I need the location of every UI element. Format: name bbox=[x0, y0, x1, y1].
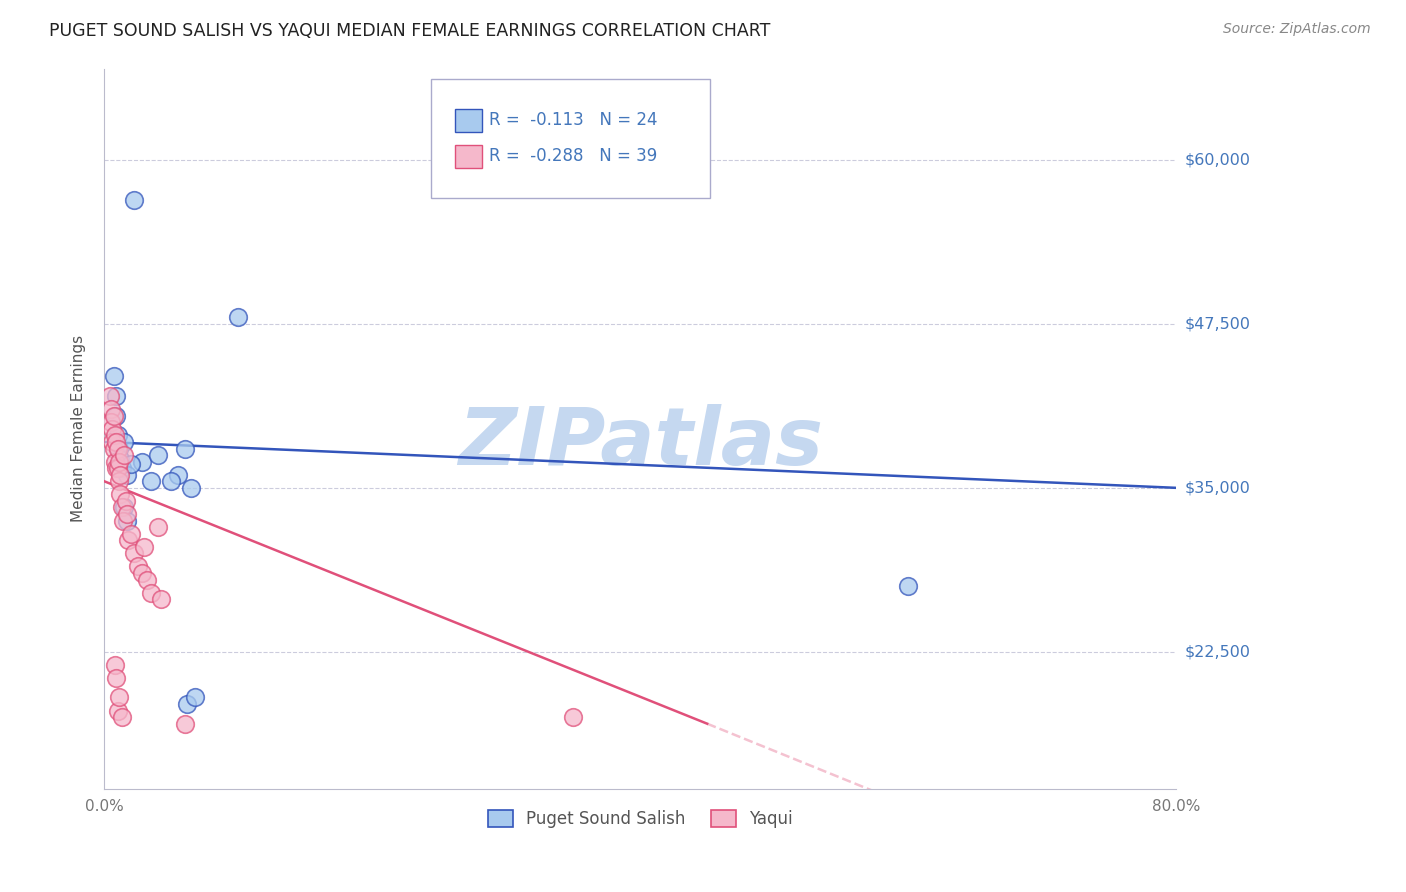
Text: $22,500: $22,500 bbox=[1184, 644, 1250, 659]
Point bbox=[101, 434, 124, 449]
Text: Source: ZipAtlas.com: Source: ZipAtlas.com bbox=[1223, 22, 1371, 37]
Text: R =  -0.113   N = 24: R = -0.113 N = 24 bbox=[489, 112, 658, 129]
Point bbox=[897, 579, 920, 593]
Text: ZIPatlas: ZIPatlas bbox=[458, 404, 823, 483]
Y-axis label: Median Female Earnings: Median Female Earnings bbox=[72, 335, 86, 523]
Point bbox=[562, 710, 585, 724]
Point bbox=[107, 428, 129, 442]
Point bbox=[117, 533, 139, 548]
Point bbox=[107, 704, 129, 718]
Point bbox=[105, 434, 128, 449]
Point bbox=[108, 442, 131, 456]
Text: $47,500: $47,500 bbox=[1184, 317, 1250, 332]
Point bbox=[103, 409, 125, 423]
Text: $35,000: $35,000 bbox=[1184, 480, 1250, 495]
Point bbox=[104, 657, 127, 672]
Point bbox=[120, 457, 142, 471]
Point bbox=[110, 467, 132, 482]
Point bbox=[149, 592, 172, 607]
Point bbox=[184, 690, 207, 705]
Point bbox=[176, 697, 198, 711]
Point bbox=[112, 434, 135, 449]
Point bbox=[103, 369, 125, 384]
Point bbox=[115, 467, 138, 482]
Point bbox=[127, 559, 149, 574]
Point bbox=[108, 455, 131, 469]
Point bbox=[101, 422, 124, 436]
Point bbox=[108, 690, 131, 705]
Point bbox=[173, 442, 195, 456]
Point bbox=[110, 487, 132, 501]
FancyBboxPatch shape bbox=[432, 79, 710, 198]
Point bbox=[173, 716, 195, 731]
Point bbox=[112, 514, 135, 528]
Point bbox=[111, 461, 134, 475]
Point bbox=[100, 415, 122, 429]
Point bbox=[111, 500, 134, 515]
Point bbox=[100, 402, 122, 417]
Point bbox=[115, 514, 138, 528]
Text: R =  -0.288   N = 39: R = -0.288 N = 39 bbox=[489, 147, 658, 165]
Point bbox=[120, 526, 142, 541]
Point bbox=[112, 500, 135, 515]
Point bbox=[103, 442, 125, 456]
Point bbox=[131, 566, 153, 580]
Text: PUGET SOUND SALISH VS YAQUI MEDIAN FEMALE EARNINGS CORRELATION CHART: PUGET SOUND SALISH VS YAQUI MEDIAN FEMAL… bbox=[49, 22, 770, 40]
Point bbox=[114, 494, 136, 508]
Point bbox=[104, 428, 127, 442]
Point bbox=[107, 442, 129, 456]
Point bbox=[180, 481, 202, 495]
Point bbox=[136, 573, 159, 587]
FancyBboxPatch shape bbox=[454, 145, 482, 168]
Text: $60,000: $60,000 bbox=[1184, 153, 1250, 168]
Point bbox=[107, 461, 129, 475]
Point bbox=[110, 452, 132, 467]
Point bbox=[115, 507, 138, 521]
Point bbox=[167, 467, 190, 482]
Point bbox=[104, 455, 127, 469]
Point bbox=[146, 448, 169, 462]
Point bbox=[111, 710, 134, 724]
Point bbox=[146, 520, 169, 534]
Point bbox=[160, 475, 183, 489]
Legend: Puget Sound Salish, Yaqui: Puget Sound Salish, Yaqui bbox=[481, 804, 799, 835]
Point bbox=[122, 193, 145, 207]
Point bbox=[226, 310, 249, 325]
Point bbox=[134, 540, 156, 554]
Point bbox=[105, 389, 128, 403]
Point bbox=[141, 475, 163, 489]
FancyBboxPatch shape bbox=[454, 109, 482, 132]
Point bbox=[108, 475, 131, 489]
Point bbox=[105, 409, 128, 423]
Point bbox=[105, 461, 128, 475]
Point bbox=[98, 389, 121, 403]
Point bbox=[122, 546, 145, 560]
Point bbox=[112, 448, 135, 462]
Point bbox=[141, 585, 163, 599]
Point bbox=[131, 455, 153, 469]
Point bbox=[105, 671, 128, 685]
